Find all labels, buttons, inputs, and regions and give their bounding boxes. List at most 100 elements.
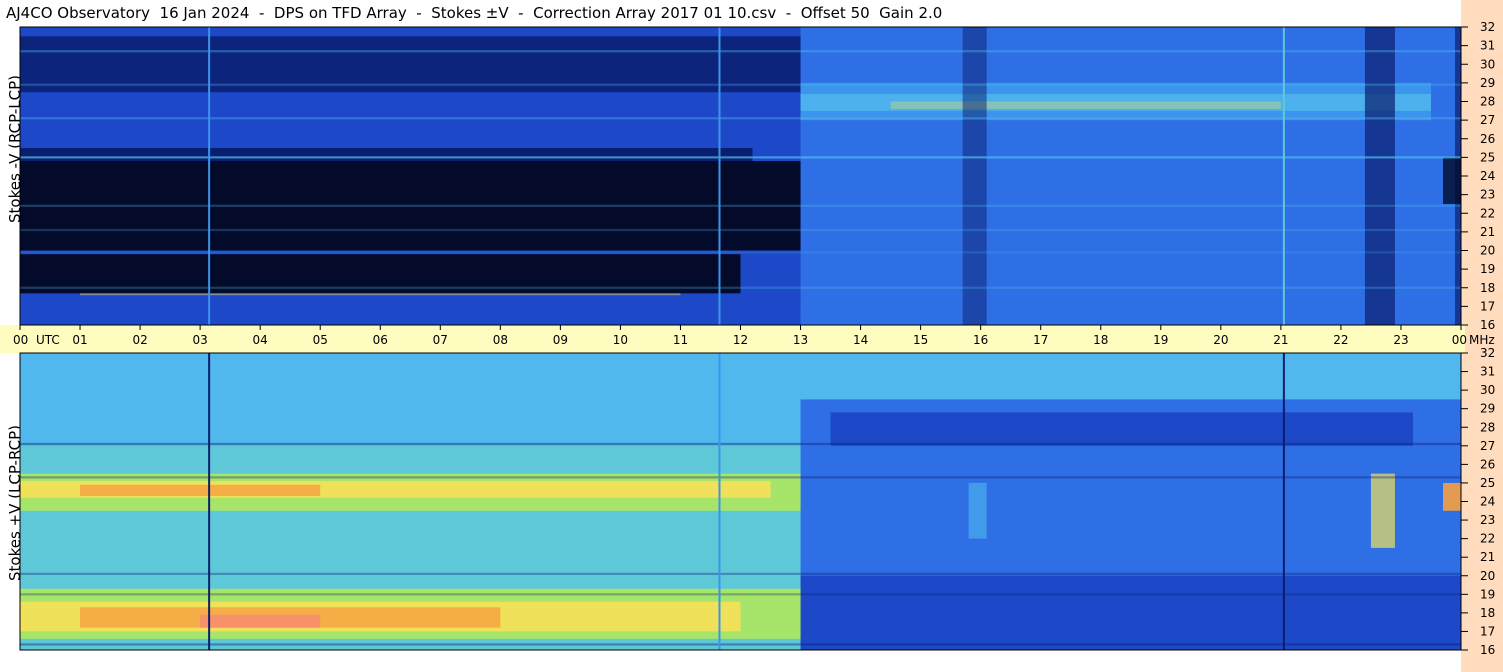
interference-line bbox=[208, 353, 211, 650]
time-tick-label: 14 bbox=[853, 333, 868, 347]
time-tick-label: 07 bbox=[433, 333, 448, 347]
time-tick-label: 04 bbox=[253, 333, 268, 347]
interference-line bbox=[208, 27, 211, 325]
time-tick-label: 01 bbox=[72, 333, 87, 347]
freq-tick-label: 30 bbox=[1480, 57, 1495, 71]
bottom-panel-border bbox=[19, 352, 1462, 651]
bottom-frequency-axis: 16 17 18 19 20 21 22 23 24 25 26 27 28 29 30 31 32 bbox=[1461, 346, 1495, 657]
top-frequency-axis: 16 17 18 19 20 21 22 23 24 25 26 27 28 29 30 31 32 bbox=[1461, 20, 1495, 332]
heatmap-region bbox=[968, 482, 987, 539]
interference-line bbox=[718, 353, 721, 650]
freq-tick-label: 18 bbox=[1480, 606, 1495, 620]
time-tick-label: 18 bbox=[1093, 333, 1108, 347]
freq-tick-label: 24 bbox=[1480, 169, 1495, 183]
time-tick-label: 00 bbox=[1452, 333, 1467, 347]
time-axis: 00 01 02 03 04 05 06 07 08 09 10 11 12 13 14 15 16 17 18 19… bbox=[13, 325, 1495, 347]
freq-tick-label: 25 bbox=[1480, 150, 1495, 164]
time-tick-label: 12 bbox=[733, 333, 748, 347]
time-tick-label: 03 bbox=[192, 333, 207, 347]
heatmap-region bbox=[800, 27, 1461, 325]
heatmap-region bbox=[830, 412, 1413, 446]
freq-tick-label: 27 bbox=[1480, 439, 1495, 453]
time-tick-label: 22 bbox=[1333, 333, 1348, 347]
heatmap-region bbox=[800, 94, 1431, 111]
time-tick-label: 05 bbox=[313, 333, 328, 347]
freq-tick-label: 28 bbox=[1480, 95, 1495, 109]
time-tick-label: 19 bbox=[1153, 333, 1168, 347]
heatmap-region bbox=[20, 156, 1461, 159]
time-tick-label: 08 bbox=[493, 333, 508, 347]
time-tick-label: 15 bbox=[913, 333, 928, 347]
frequency-axis-band bbox=[1461, 0, 1503, 672]
heatmap-region bbox=[20, 117, 1461, 120]
freq-tick-label: 31 bbox=[1480, 365, 1495, 379]
bottom-spectrogram-panel bbox=[20, 353, 1461, 650]
time-tick-label: 23 bbox=[1393, 333, 1408, 347]
heatmap-region bbox=[80, 484, 321, 496]
time-tick-label: 21 bbox=[1273, 333, 1288, 347]
freq-tick-label: 29 bbox=[1480, 76, 1495, 90]
heatmap-region bbox=[20, 476, 1461, 479]
heatmap-region bbox=[20, 643, 1461, 646]
top-panel-border bbox=[19, 26, 1462, 326]
freq-tick-label: 29 bbox=[1480, 402, 1495, 416]
freq-tick-label: 19 bbox=[1480, 587, 1495, 601]
heatmap-region bbox=[20, 593, 1461, 596]
time-unit-label: UTC bbox=[36, 333, 60, 347]
heatmap-region bbox=[200, 614, 321, 628]
freq-tick-label: 19 bbox=[1480, 262, 1495, 276]
heatmap-region bbox=[1442, 157, 1461, 204]
freq-tick-label: 26 bbox=[1480, 132, 1495, 146]
time-tick-label: 00 bbox=[13, 333, 28, 347]
time-tick-label: 20 bbox=[1213, 333, 1228, 347]
heatmap-region bbox=[20, 204, 1461, 207]
time-tick-label: 10 bbox=[613, 333, 628, 347]
interference-line bbox=[1282, 27, 1285, 325]
time-tick-label: 16 bbox=[973, 333, 988, 347]
heatmap-region bbox=[20, 228, 1461, 232]
heatmap-region bbox=[1364, 27, 1395, 325]
heatmap-region bbox=[800, 575, 1461, 650]
freq-tick-label: 23 bbox=[1480, 513, 1495, 527]
heatmap-region bbox=[20, 50, 1461, 53]
heatmap-region bbox=[1370, 473, 1395, 548]
heatmap-region bbox=[20, 286, 1461, 289]
freq-tick-label: 25 bbox=[1480, 476, 1495, 490]
freq-tick-label: 32 bbox=[1480, 20, 1495, 34]
time-tick-label: 17 bbox=[1033, 333, 1048, 347]
freq-tick-label: 26 bbox=[1480, 457, 1495, 471]
heatmap-region bbox=[80, 293, 681, 296]
freq-tick-label: 17 bbox=[1480, 299, 1495, 313]
freq-tick-label: 24 bbox=[1480, 495, 1495, 509]
chart-title: AJ4CO Observatory 16 Jan 2024 - DPS on T… bbox=[6, 4, 943, 22]
freq-tick-label: 21 bbox=[1480, 550, 1495, 564]
heatmap-region bbox=[20, 83, 1461, 86]
freq-tick-label: 28 bbox=[1480, 420, 1495, 434]
heatmap-region bbox=[1442, 482, 1461, 511]
heatmap-region bbox=[890, 101, 1281, 109]
freq-tick-label: 20 bbox=[1480, 569, 1495, 583]
heatmap-region bbox=[20, 36, 801, 93]
freq-tick-label: 32 bbox=[1480, 346, 1495, 360]
time-tick-label: 13 bbox=[793, 333, 808, 347]
freq-tick-label: 17 bbox=[1480, 624, 1495, 638]
heatmap-region bbox=[20, 251, 1461, 254]
freq-tick-label: 23 bbox=[1480, 188, 1495, 202]
freq-tick-label: 20 bbox=[1480, 244, 1495, 258]
freq-tick-label: 18 bbox=[1480, 281, 1495, 295]
heatmap-region bbox=[962, 27, 987, 325]
freq-tick-label: 30 bbox=[1480, 383, 1495, 397]
heatmap-region bbox=[20, 572, 1461, 576]
heatmap-region bbox=[20, 442, 1461, 446]
freq-unit-label: MHz bbox=[1469, 333, 1495, 347]
freq-tick-label: 27 bbox=[1480, 113, 1495, 127]
freq-tick-label: 31 bbox=[1480, 39, 1495, 53]
freq-tick-label: 16 bbox=[1480, 643, 1495, 657]
freq-tick-label: 22 bbox=[1480, 206, 1495, 220]
time-tick-label: 02 bbox=[132, 333, 147, 347]
interference-line bbox=[718, 27, 721, 325]
time-tick-label: 09 bbox=[553, 333, 568, 347]
time-tick-label: 11 bbox=[673, 333, 688, 347]
heatmap-region bbox=[20, 161, 801, 251]
